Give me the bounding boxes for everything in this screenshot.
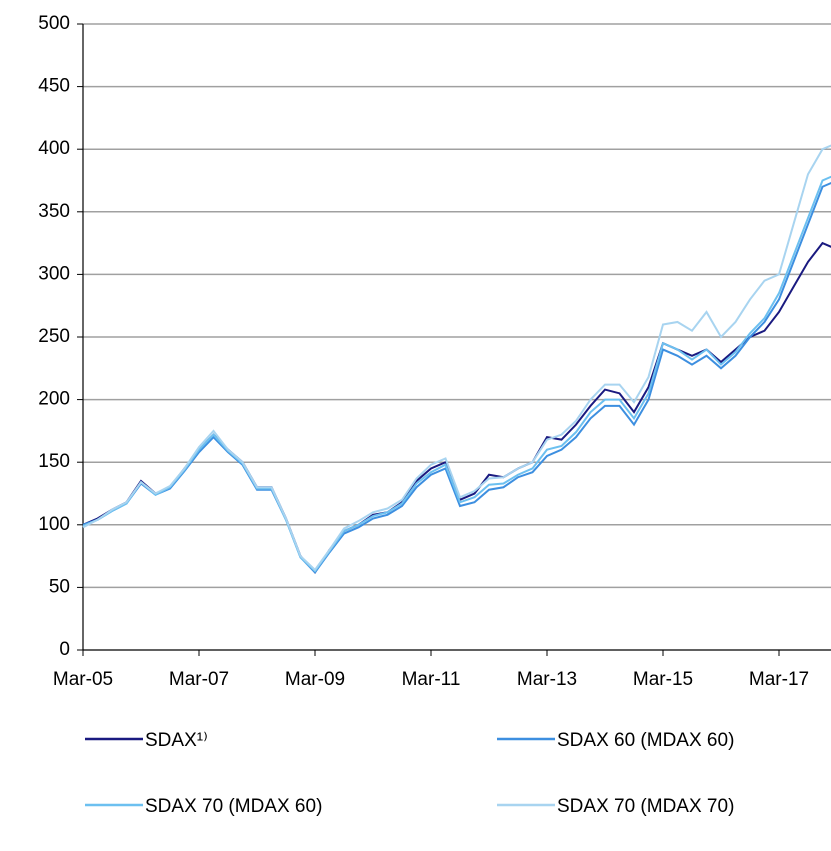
y-tick-label: 250 [38, 326, 70, 347]
y-tick-label: 50 [49, 576, 70, 597]
series-line [82, 241, 831, 575]
y-tick-label: 400 [38, 138, 70, 159]
series-line [82, 182, 831, 574]
legend-label: SDAX¹⁾ [145, 730, 208, 751]
x-tick-label: Mar-15 [633, 669, 693, 690]
series-line [82, 144, 831, 572]
legend-label: SDAX 70 (MDAX 70) [557, 796, 734, 817]
y-tick-label: 500 [38, 13, 70, 34]
x-tick-label: Mar-11 [402, 669, 461, 690]
y-tick-label: 200 [38, 389, 70, 410]
x-tick-label: Mar-09 [285, 669, 345, 690]
x-tick-label: Mar-05 [53, 669, 113, 690]
series-line [82, 175, 831, 573]
x-tick-label: Mar-07 [169, 669, 229, 690]
legend-label: SDAX 70 (MDAX 60) [145, 796, 322, 817]
legend-label: SDAX 60 (MDAX 60) [557, 730, 734, 751]
x-tick-label: Mar-17 [749, 669, 809, 690]
y-tick-label: 300 [38, 263, 70, 284]
x-tick-label: Mar-13 [517, 669, 577, 690]
y-tick-label: 450 [38, 76, 70, 97]
y-tick-label: 100 [38, 514, 70, 535]
y-tick-label: 0 [59, 639, 70, 660]
y-tick-label: 150 [38, 451, 70, 472]
y-tick-label: 350 [38, 201, 70, 222]
